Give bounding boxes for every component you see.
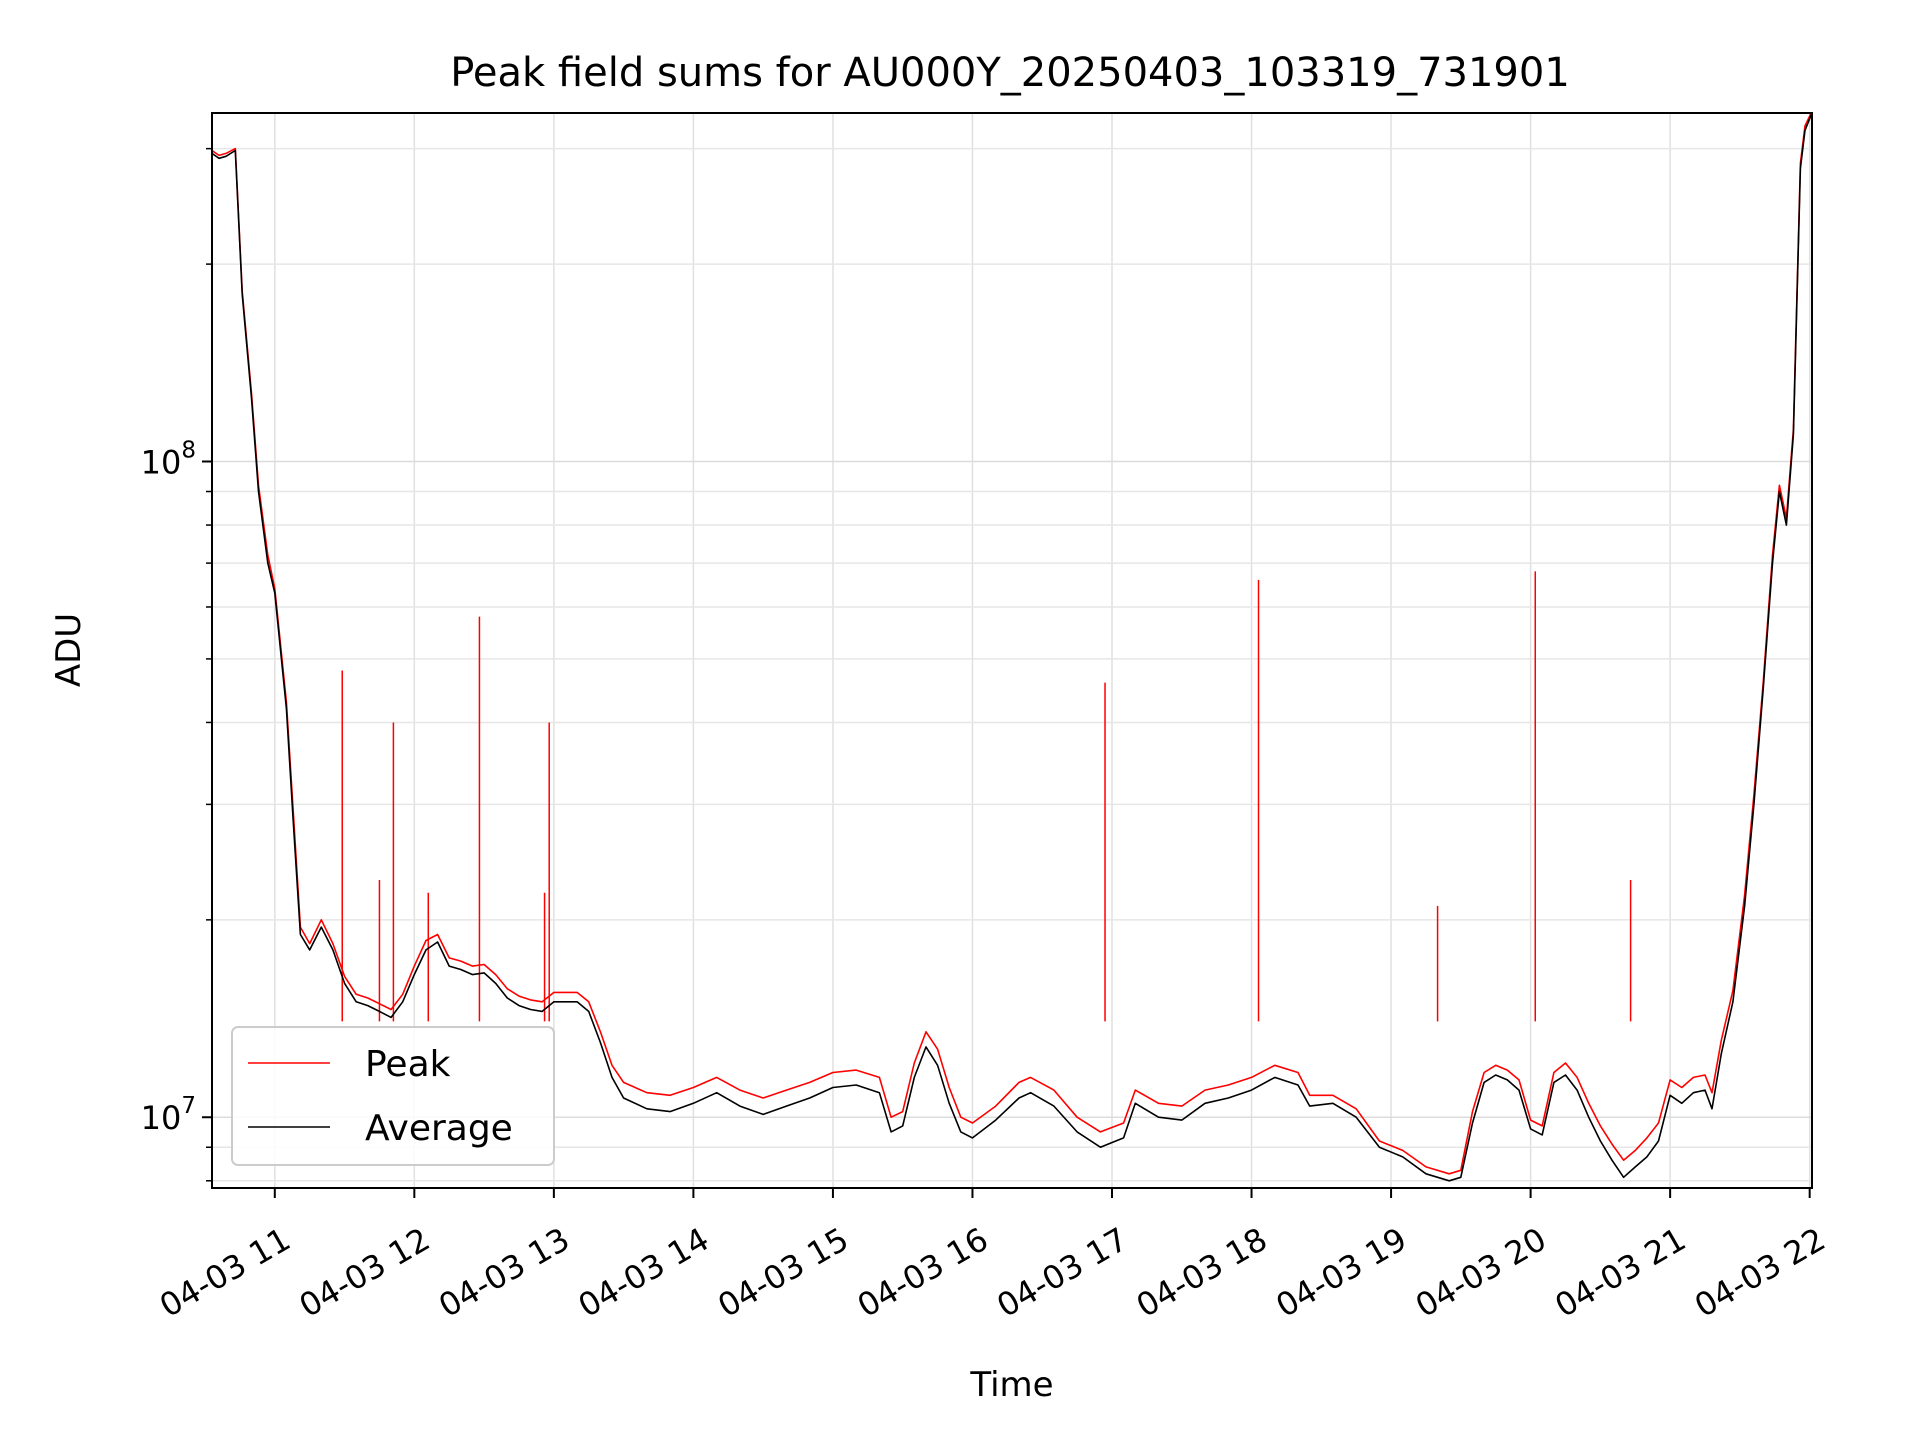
y-tick-base: 10 [141, 444, 182, 482]
chart-title: Peak field sums for AU000Y_20250403_1033… [450, 50, 1570, 96]
series-line-peak [212, 113, 1812, 1175]
legend-label-peak: Peak [365, 1044, 451, 1085]
legend: Peak Average [231, 1026, 555, 1166]
series-line-average [212, 113, 1812, 1182]
plot-frame [211, 112, 1813, 1189]
legend-box [231, 1026, 555, 1166]
plot-series [212, 113, 1812, 1182]
x-axis-label: Time [969, 1365, 1053, 1405]
y-tick-label: 107 [141, 1093, 196, 1137]
grid-lines [212, 113, 1812, 1188]
y-axis-label: ADU [49, 613, 89, 687]
y-tick-label: 108 [141, 438, 196, 482]
y-tick-exponent: 8 [181, 438, 196, 464]
y-tick-base: 10 [141, 1099, 182, 1137]
y-tick-exponent: 7 [181, 1093, 196, 1119]
legend-label-average: Average [365, 1108, 513, 1149]
